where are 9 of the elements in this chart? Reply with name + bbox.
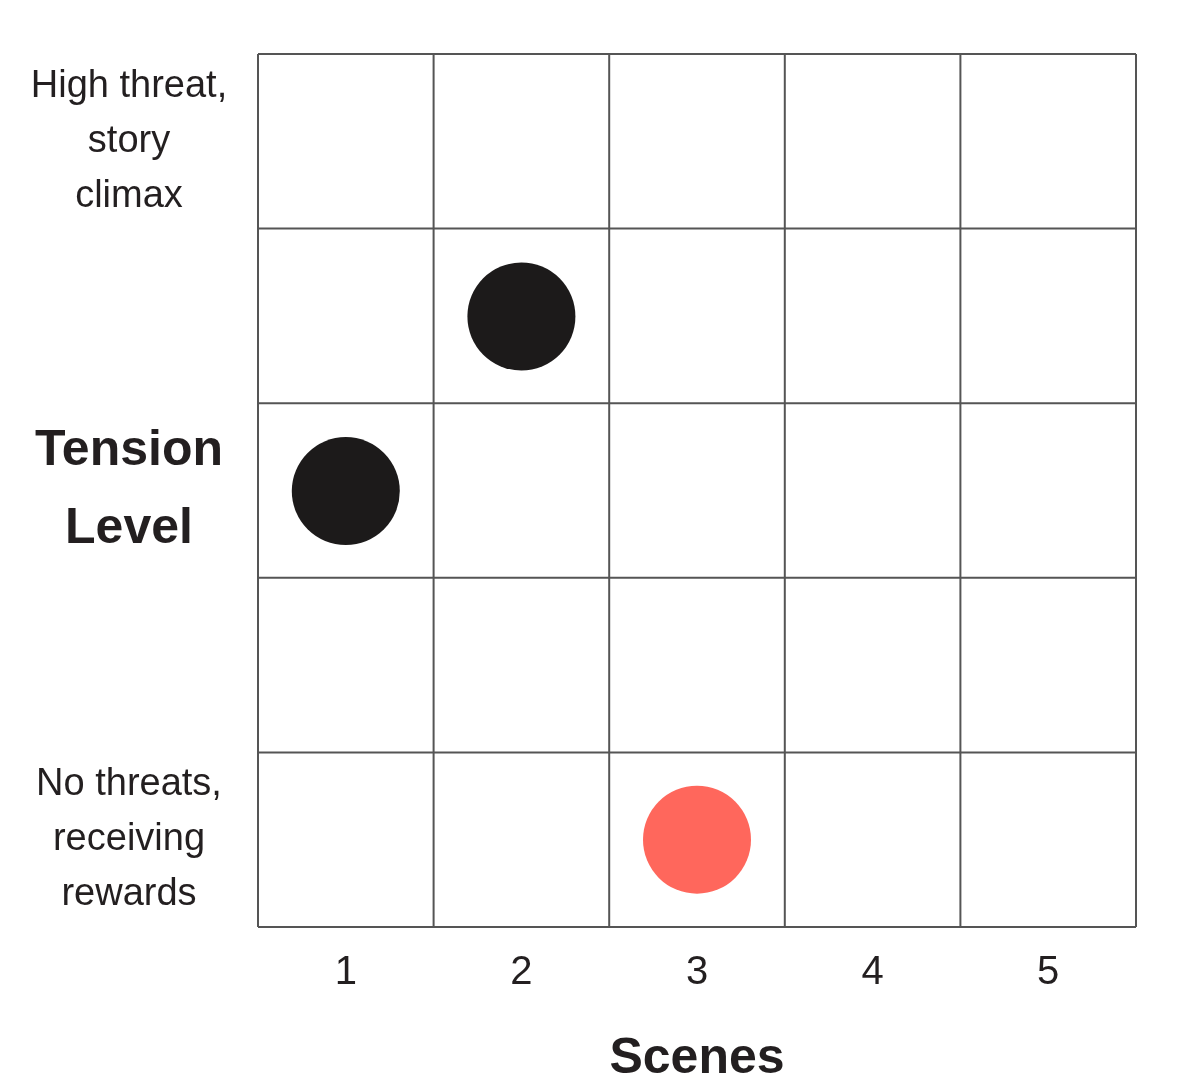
x-tick-label: 3 (685, 948, 709, 993)
x-tick-label: 4 (861, 948, 884, 993)
x-tick-label: 2 (510, 948, 533, 993)
x-tick-label: 1 (334, 948, 357, 993)
text: No threats, receiving rewards (36, 761, 222, 914)
x-tick-label: 5 (1037, 948, 1060, 993)
y-axis-title: Tension Level (35, 420, 223, 555)
x-axis-title: Scenes (609, 1027, 785, 1084)
text: High threat, story climax (30, 62, 228, 215)
